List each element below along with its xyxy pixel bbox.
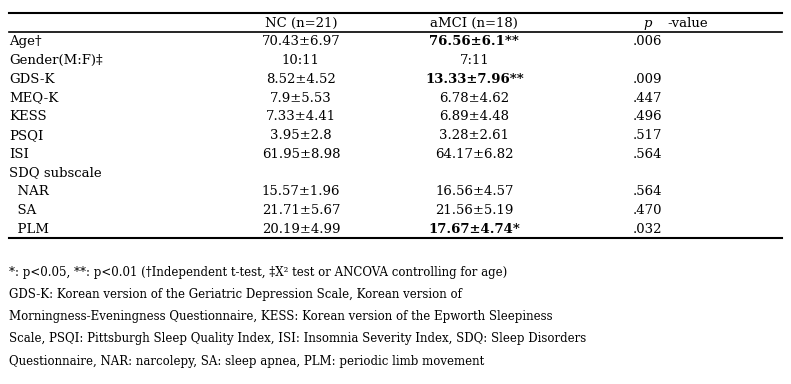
Text: .009: .009 [633,73,663,86]
Text: GDS-K: Korean version of the Geriatric Depression Scale, Korean version of: GDS-K: Korean version of the Geriatric D… [9,288,462,301]
Text: 16.56±4.57: 16.56±4.57 [435,185,513,198]
Text: aMCI (n=18): aMCI (n=18) [430,17,518,30]
Text: .564: .564 [633,185,663,198]
Text: 13.33±7.96**: 13.33±7.96** [425,73,524,86]
Text: 3.95±2.8: 3.95±2.8 [270,129,331,142]
Text: .564: .564 [633,148,663,161]
Text: 20.19±4.99: 20.19±4.99 [262,223,340,236]
Text: KESS: KESS [9,110,47,123]
Text: SDQ subscale: SDQ subscale [9,167,102,180]
Text: 21.71±5.67: 21.71±5.67 [262,204,340,217]
Text: 6.89±4.48: 6.89±4.48 [439,110,509,123]
Text: .447: .447 [633,92,663,104]
Text: 10:11: 10:11 [282,54,320,67]
Text: 6.78±4.62: 6.78±4.62 [439,92,509,104]
Text: SA: SA [9,204,36,217]
Text: 7.9±5.53: 7.9±5.53 [270,92,331,104]
Text: 3.28±2.61: 3.28±2.61 [439,129,509,142]
Text: Gender(M:F)‡: Gender(M:F)‡ [9,54,103,67]
Text: 76.56±6.1**: 76.56±6.1** [430,35,519,48]
Text: MEQ-K: MEQ-K [9,92,59,104]
Text: 21.56±5.19: 21.56±5.19 [435,204,513,217]
Text: PLM: PLM [9,223,49,236]
Text: Age†: Age† [9,35,42,48]
Text: 15.57±1.96: 15.57±1.96 [262,185,340,198]
Text: .496: .496 [633,110,663,123]
Text: Questionnaire, NAR: narcolepy, SA: sleep apnea, PLM: periodic limb movement: Questionnaire, NAR: narcolepy, SA: sleep… [9,354,485,367]
Text: .470: .470 [633,204,663,217]
Text: GDS-K: GDS-K [9,73,55,86]
Text: *: p<0.05, **: p<0.01 (†Independent t-test, ‡X² test or ANCOVA controlling for a: *: p<0.05, **: p<0.01 (†Independent t-te… [9,266,508,279]
Text: 64.17±6.82: 64.17±6.82 [435,148,513,161]
Text: 70.43±6.97: 70.43±6.97 [262,35,340,48]
Text: PSQI: PSQI [9,129,44,142]
Text: NC (n=21): NC (n=21) [265,17,337,30]
Text: Morningness-Eveningness Questionnaire, KESS: Korean version of the Epworth Sleep: Morningness-Eveningness Questionnaire, K… [9,310,553,323]
Text: .032: .032 [633,223,663,236]
Text: ISI: ISI [9,148,29,161]
Text: 61.95±8.98: 61.95±8.98 [262,148,340,161]
Text: Scale, PSQI: Pittsburgh Sleep Quality Index, ISI: Insomnia Severity Index, SDQ: : Scale, PSQI: Pittsburgh Sleep Quality In… [9,333,586,345]
Text: .517: .517 [633,129,663,142]
Text: 7:11: 7:11 [460,54,489,67]
Text: 8.52±4.52: 8.52±4.52 [266,73,336,86]
Text: p: p [644,17,652,30]
Text: NAR: NAR [9,185,49,198]
Text: 17.67±4.74*: 17.67±4.74* [429,223,520,236]
Text: -value: -value [668,17,708,30]
Text: 7.33±4.41: 7.33±4.41 [266,110,336,123]
Text: .006: .006 [633,35,663,48]
